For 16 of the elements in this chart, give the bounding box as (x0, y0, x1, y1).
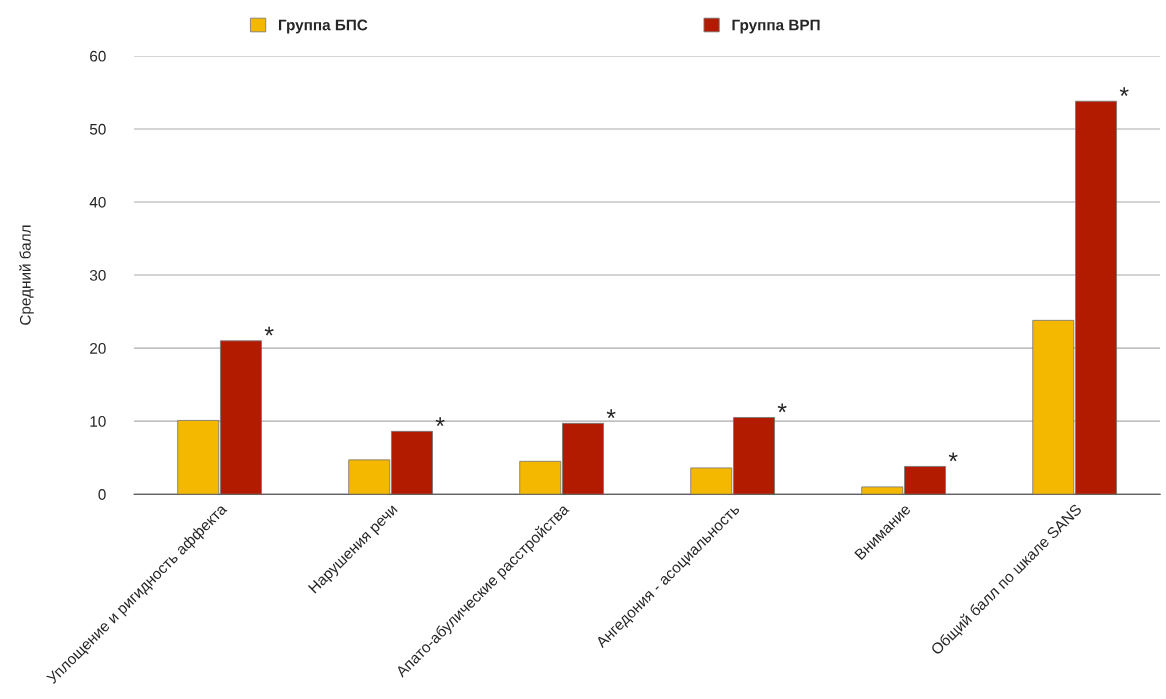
annotation: * (1119, 87, 1129, 96)
legend-label: Группа ВРП (732, 19, 820, 34)
y-tick-label: 20 (90, 342, 106, 354)
annotation: * (264, 326, 274, 336)
annotation: * (777, 403, 787, 413)
annotation: * (606, 409, 616, 419)
y-tick-label: 0 (98, 489, 106, 500)
y-tick-label: 50 (89, 123, 106, 135)
y-tick-label: 10 (90, 416, 106, 427)
y-tick-label: 60 (90, 50, 106, 62)
annotation: * (435, 417, 445, 427)
y-tick-label: 30 (89, 269, 106, 281)
annotation: * (948, 452, 958, 462)
y-axis-title: Средний балл (19, 225, 34, 325)
y-tick-label: 40 (89, 196, 106, 208)
legend-label: Группа БПС (278, 19, 368, 34)
